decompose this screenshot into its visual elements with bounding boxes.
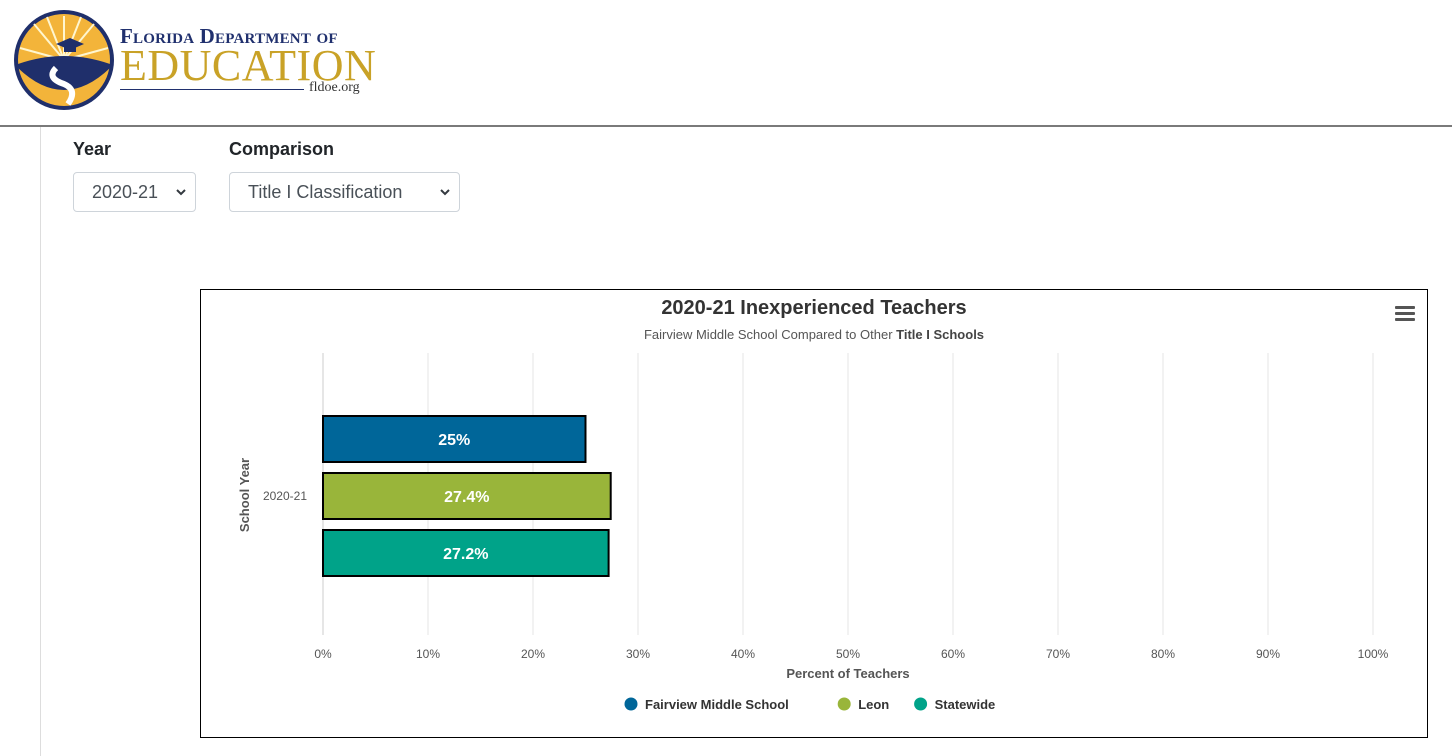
chevron-down-icon bbox=[440, 189, 450, 196]
chart-title: 2020-21 Inexperienced Teachers bbox=[661, 297, 967, 319]
x-tick-label: 50% bbox=[836, 647, 860, 661]
x-tick-label: 10% bbox=[416, 647, 440, 661]
year-select[interactable]: 2020-21 bbox=[73, 172, 196, 212]
bar-fairview-middle-school bbox=[322, 415, 587, 463]
logo-url: fldoe.org bbox=[309, 80, 360, 95]
legend-marker bbox=[914, 697, 928, 711]
bar-data-label: 27.2% bbox=[443, 546, 488, 563]
x-tick-label: 30% bbox=[626, 647, 650, 661]
legend-label: Fairview Middle School bbox=[645, 697, 789, 712]
x-tick-label: 100% bbox=[1358, 647, 1389, 661]
chart-subtitle: Fairview Middle School Compared to Other… bbox=[201, 327, 1427, 342]
sidebar-divider bbox=[40, 127, 41, 756]
comparison-label: Comparison bbox=[229, 139, 335, 159]
x-tick-label: 80% bbox=[1151, 647, 1175, 661]
logo-line-education: EDUCATION bbox=[120, 41, 377, 90]
y-axis-title: School Year bbox=[237, 458, 252, 532]
comparison-filter: Comparison Title I Classification bbox=[229, 138, 460, 212]
fldoe-seal-logo[interactable] bbox=[12, 8, 116, 112]
bar-statewide bbox=[322, 529, 610, 577]
chart-subtitle-emphasis: Title I Schools bbox=[896, 327, 985, 342]
year-label: Year bbox=[73, 139, 112, 159]
y-category-label: 2020-21 bbox=[263, 489, 307, 503]
year-select-value: 2020-21 bbox=[92, 182, 159, 202]
logo-line-department: Florida Department of bbox=[120, 24, 338, 48]
x-tick-label: 90% bbox=[1256, 647, 1280, 661]
chart-plot: 0% 10% 20% 30% 40% 50% 60% 70% 80% 90% 100% Percent… bbox=[237, 353, 1389, 712]
legend-label: Leon bbox=[858, 697, 889, 712]
legend-marker bbox=[624, 697, 638, 711]
comparison-select[interactable]: Title I Classification bbox=[229, 172, 460, 212]
year-filter: Year 2020-21 bbox=[73, 138, 196, 212]
chart-subtitle-prefix: Fairview Middle School Compared to Other bbox=[643, 327, 897, 342]
x-tick-label: 40% bbox=[731, 647, 755, 661]
legend-label: Statewide bbox=[935, 697, 996, 712]
header-divider bbox=[0, 125, 1452, 127]
chart-container: 0% 10% 20% 30% 40% 50% 60% 70% 80% 90% 100% Percent… bbox=[200, 289, 1428, 738]
logo-underline bbox=[120, 89, 304, 90]
bar-data-label: 25% bbox=[438, 432, 470, 449]
chart-menu-icon[interactable] bbox=[1395, 306, 1415, 322]
x-tick-label: 0% bbox=[314, 647, 332, 661]
comparison-select-value: Title I Classification bbox=[248, 182, 403, 202]
x-tick-label: 60% bbox=[941, 647, 965, 661]
legend-marker bbox=[837, 697, 851, 711]
x-axis-title: Percent of Teachers bbox=[786, 666, 909, 681]
x-tick-label: 70% bbox=[1046, 647, 1070, 661]
bar-data-label: 27.4% bbox=[444, 489, 489, 506]
x-tick-label: 20% bbox=[521, 647, 545, 661]
bar-leon bbox=[322, 472, 612, 520]
chevron-down-icon bbox=[176, 189, 186, 196]
logo-wordmark: Florida Department of EDUCATION bbox=[120, 24, 377, 90]
site-header: Florida Department of EDUCATION fldoe.or… bbox=[0, 0, 1452, 125]
